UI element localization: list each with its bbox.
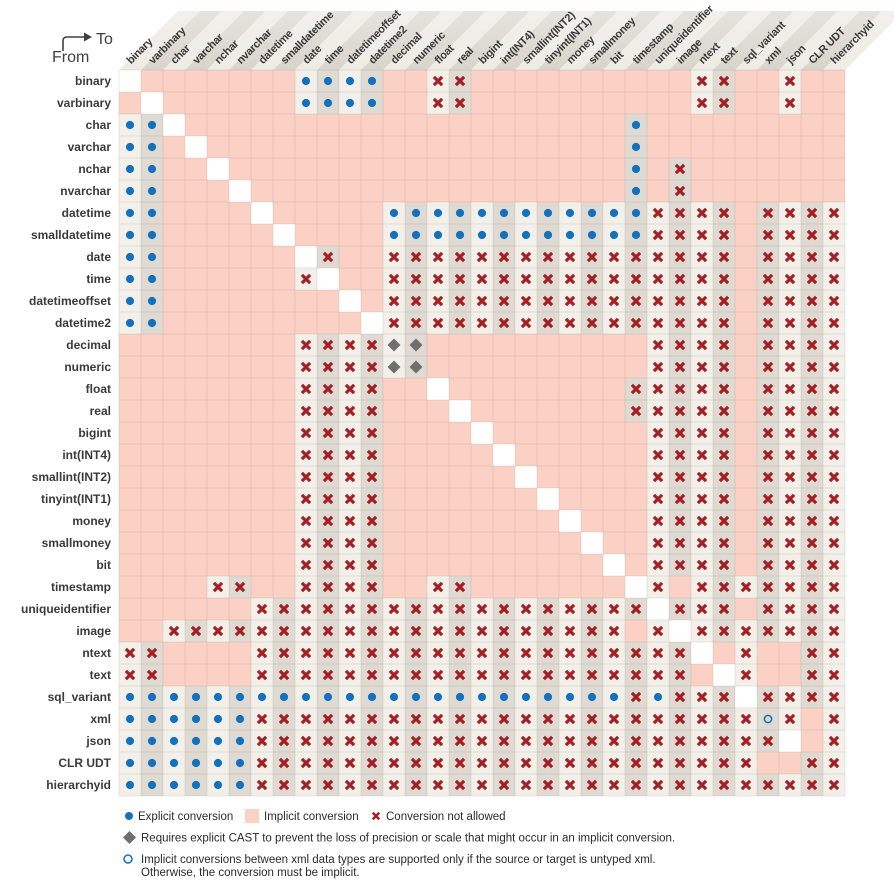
svg-text:From: From bbox=[52, 49, 89, 66]
svg-text:image: image bbox=[76, 624, 111, 638]
svg-text:nvarchar: nvarchar bbox=[60, 184, 111, 198]
svg-text:decimal: decimal bbox=[66, 338, 111, 352]
svg-text:varchar: varchar bbox=[68, 140, 112, 154]
svg-text:time: time bbox=[86, 272, 111, 286]
svg-text:hierarchyid: hierarchyid bbox=[46, 778, 111, 792]
svg-text:datetimeoffset: datetimeoffset bbox=[29, 294, 111, 308]
svg-text:smallmoney: smallmoney bbox=[42, 536, 112, 550]
svg-text:Conversion not allowed: Conversion not allowed bbox=[386, 811, 506, 823]
svg-text:xml: xml bbox=[90, 712, 111, 726]
svg-text:bit: bit bbox=[96, 558, 111, 572]
svg-text:float: float bbox=[86, 382, 111, 396]
svg-text:Explicit conversion: Explicit conversion bbox=[138, 811, 233, 823]
svg-text:varbinary: varbinary bbox=[57, 96, 111, 110]
svg-text:sql_variant: sql_variant bbox=[48, 690, 111, 704]
svg-text:nchar: nchar bbox=[78, 162, 111, 176]
svg-text:Implicit conversions between x: Implicit conversions between xml data ty… bbox=[141, 854, 656, 866]
svg-text:json: json bbox=[85, 734, 111, 748]
svg-text:date: date bbox=[86, 250, 111, 264]
svg-text:bigint: bigint bbox=[78, 426, 111, 440]
svg-text:money: money bbox=[72, 514, 111, 528]
svg-text:To: To bbox=[96, 31, 113, 48]
svg-text:smalldatetime: smalldatetime bbox=[31, 228, 111, 242]
svg-text:binary: binary bbox=[75, 74, 111, 88]
svg-text:uniqueidentifier: uniqueidentifier bbox=[21, 602, 111, 616]
svg-text:tinyint(INT1): tinyint(INT1) bbox=[41, 492, 111, 506]
svg-text:numeric: numeric bbox=[64, 360, 111, 374]
svg-text:ntext: ntext bbox=[82, 646, 111, 660]
svg-text:text: text bbox=[90, 668, 111, 682]
svg-text:char: char bbox=[86, 118, 112, 132]
svg-text:smallint(INT2): smallint(INT2) bbox=[32, 470, 111, 484]
svg-text:int(INT4): int(INT4) bbox=[62, 448, 111, 462]
svg-text:Otherwise, the conversion must: Otherwise, the conversion must be implic… bbox=[141, 867, 360, 879]
svg-text:real: real bbox=[90, 404, 111, 418]
svg-text:timestamp: timestamp bbox=[51, 580, 111, 594]
svg-text:CLR UDT: CLR UDT bbox=[58, 756, 111, 770]
svg-text:datetime2: datetime2 bbox=[55, 316, 111, 330]
svg-text:Requires explicit CAST to prev: Requires explicit CAST to prevent the lo… bbox=[141, 833, 675, 845]
svg-text:Implicit conversion: Implicit conversion bbox=[264, 811, 359, 823]
svg-text:datetime: datetime bbox=[62, 206, 112, 220]
